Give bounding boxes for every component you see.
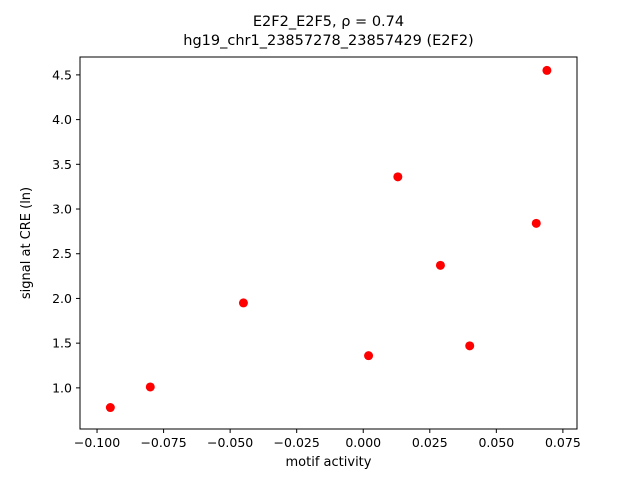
- x-tick-label: −0.025: [274, 435, 320, 450]
- y-tick-label: 4.0: [52, 112, 72, 127]
- plot-border: [79, 56, 578, 430]
- data-point: [465, 341, 475, 351]
- y-tick-label: 2.0: [52, 291, 72, 306]
- x-tick-label: 0.000: [345, 435, 381, 450]
- x-tick-label: −0.050: [207, 435, 253, 450]
- x-axis-label: motif activity: [286, 455, 372, 470]
- chart-title-line1: E2F2_E2F5, ρ = 0.74: [253, 14, 404, 30]
- x-tick-label: −0.100: [74, 435, 120, 450]
- y-tick-label: 1.0: [52, 380, 72, 395]
- data-point: [105, 403, 115, 413]
- x-tick-label: 0.025: [412, 435, 448, 450]
- data-point: [435, 260, 445, 270]
- data-point: [393, 172, 403, 182]
- y-tick-label: 2.5: [52, 246, 72, 261]
- y-tick-label: 3.0: [52, 202, 72, 217]
- y-tick-label: 1.5: [52, 336, 72, 351]
- chart-title-line2: hg19_chr1_23857278_23857429 (E2F2): [183, 33, 473, 49]
- data-point: [364, 351, 374, 361]
- y-axis-label: signal at CRE (ln): [19, 187, 34, 299]
- x-tick-label: −0.075: [140, 435, 186, 450]
- x-tick-label: 0.075: [545, 435, 581, 450]
- x-tick-label: 0.050: [478, 435, 514, 450]
- data-point: [542, 65, 552, 75]
- data-point: [238, 298, 248, 308]
- data-point: [531, 218, 541, 228]
- y-tick-label: 4.5: [52, 67, 72, 82]
- data-point: [145, 382, 155, 392]
- y-tick-label: 3.5: [52, 157, 72, 172]
